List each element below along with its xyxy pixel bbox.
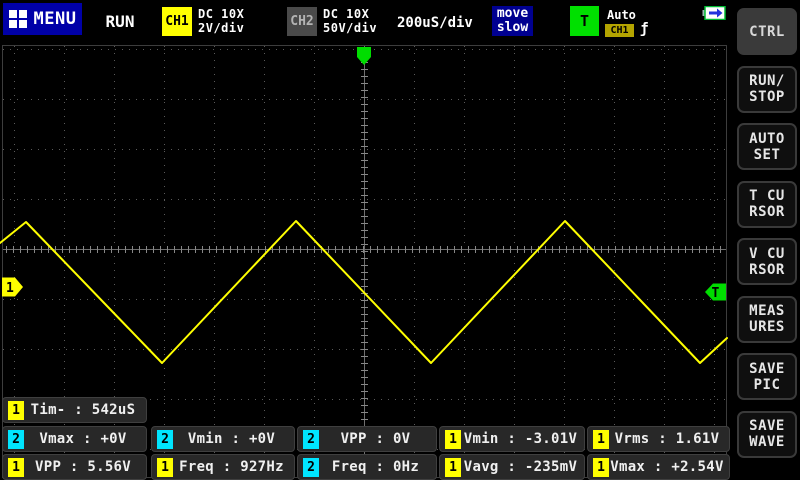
measurement-vmax-ch2: 2 Vmax : +0V <box>2 426 147 452</box>
measurement-vpp-ch1: 1 VPP : 5.56V <box>2 454 147 480</box>
measurement-vavg-ch1: 1 Vavg : -235mV <box>439 454 585 480</box>
measurement-vmin-ch2: 2 Vmin : +0V <box>151 426 295 452</box>
channel-badge: 1 <box>593 457 609 477</box>
move-mode-badge[interactable]: move slow <box>492 6 533 36</box>
measurement-freq-ch1: 1 Freq : 927Hz <box>151 454 295 480</box>
measurement-text: Vavg : -235mV <box>463 459 578 475</box>
sidebar-button-ctrl[interactable]: CTRL <box>737 8 797 55</box>
sidebar-button-save-wave[interactable]: SAVE WAVE <box>737 410 797 458</box>
channel-badge: 2 <box>303 429 319 449</box>
sidebar-button-v-cu-rsor[interactable]: V CU RSOR <box>737 238 797 285</box>
ch2-coupling: DC 10X <box>323 7 370 21</box>
top-bar: MENU RUN CH1 DC 10X 2V/div CH2 DC 10X 50… <box>0 0 734 42</box>
measurement-text: Freq : 927Hz <box>179 459 284 475</box>
measurement-text: Vmax : +2.54V <box>610 459 724 475</box>
menu-label: MENU <box>33 9 77 29</box>
trigger-level-marker[interactable]: T <box>705 283 726 302</box>
ch1-zero-marker[interactable]: 1 <box>2 277 23 297</box>
measurement-text: Vmax : +0V <box>39 431 127 447</box>
trigger-badge[interactable]: T <box>570 6 599 36</box>
channel-badge: 1 <box>8 400 24 420</box>
measurement-text: Vrms : 1.61V <box>614 431 720 447</box>
measurement-text: Vmin : -3.01V <box>463 431 578 447</box>
ch1-waveform <box>0 220 728 364</box>
sidebar-button-meas-ures[interactable]: MEAS URES <box>737 295 797 343</box>
ch1-settings[interactable]: DC 10X 2V/div <box>198 7 245 35</box>
menu-button[interactable]: MENU <box>3 3 82 35</box>
run-status: RUN <box>105 12 135 31</box>
sidebar: CTRL RUN/ STOP AUTO SET T CU RSOR V CU RSOR M… <box>734 0 800 480</box>
sidebar-button-save-pic[interactable]: SAVE PIC <box>737 353 797 400</box>
measurement-vrms-ch1: 1 Vrms : 1.61V <box>587 426 730 452</box>
ch1-coupling: DC 10X <box>198 7 245 21</box>
ch1-marker-label: 1 <box>6 281 14 296</box>
channel-badge: 2 <box>303 457 319 477</box>
channel-badge: 2 <box>8 429 24 449</box>
channel-badge: 1 <box>157 457 173 477</box>
channel-badge: 1 <box>8 457 24 477</box>
channel-badge: 1 <box>593 429 609 449</box>
menu-grid-icon <box>8 10 27 28</box>
trigger-edge-icon: ƒ <box>640 21 649 37</box>
measurement-vmin-ch1: 1 Vmin : -3.01V <box>439 426 585 452</box>
measurement-text: VPP : 0V <box>340 431 411 447</box>
sidebar-button-auto-set[interactable]: AUTO SET <box>737 123 797 170</box>
trigger-source-badge[interactable]: CH1 <box>605 24 634 37</box>
ch1-scale: 2V/div <box>198 20 245 35</box>
measurement-tim-ch1: 1 Tim- : 542uS <box>2 397 147 423</box>
measurement-freq-ch2: 2 Freq : 0Hz <box>297 454 437 480</box>
measurement-text: Freq : 0Hz <box>331 459 420 475</box>
ch1-badge[interactable]: CH1 <box>162 7 192 36</box>
ch2-badge[interactable]: CH2 <box>287 7 317 36</box>
channel-badge: 2 <box>157 429 173 449</box>
measurement-vpp-ch2: 2 VPP : 0V <box>297 426 437 452</box>
measurement-text: VPP : 5.56V <box>34 459 132 475</box>
trigger-marker-label: T <box>712 286 720 301</box>
trigger-position-marker[interactable] <box>357 47 371 65</box>
sidebar-button-t-cu-rsor[interactable]: T CU RSOR <box>737 180 797 228</box>
trigger-mode: Auto <box>607 8 636 22</box>
channel-badge: 1 <box>445 429 461 449</box>
ch2-settings[interactable]: DC 10X 50V/div <box>323 7 378 35</box>
measurement-text: Vmin : +0V <box>187 431 276 447</box>
channel-badge: 1 <box>445 457 461 477</box>
measurement-vmax-ch1: 1 Vmax : +2.54V <box>587 454 730 480</box>
ch2-scale: 50V/div <box>323 20 378 35</box>
measurement-text: Tim- : 542uS <box>30 402 136 418</box>
battery-icon <box>702 6 726 20</box>
sidebar-button-run-stop[interactable]: RUN/ STOP <box>737 65 797 113</box>
timebase[interactable]: 200uS/div <box>397 15 473 31</box>
